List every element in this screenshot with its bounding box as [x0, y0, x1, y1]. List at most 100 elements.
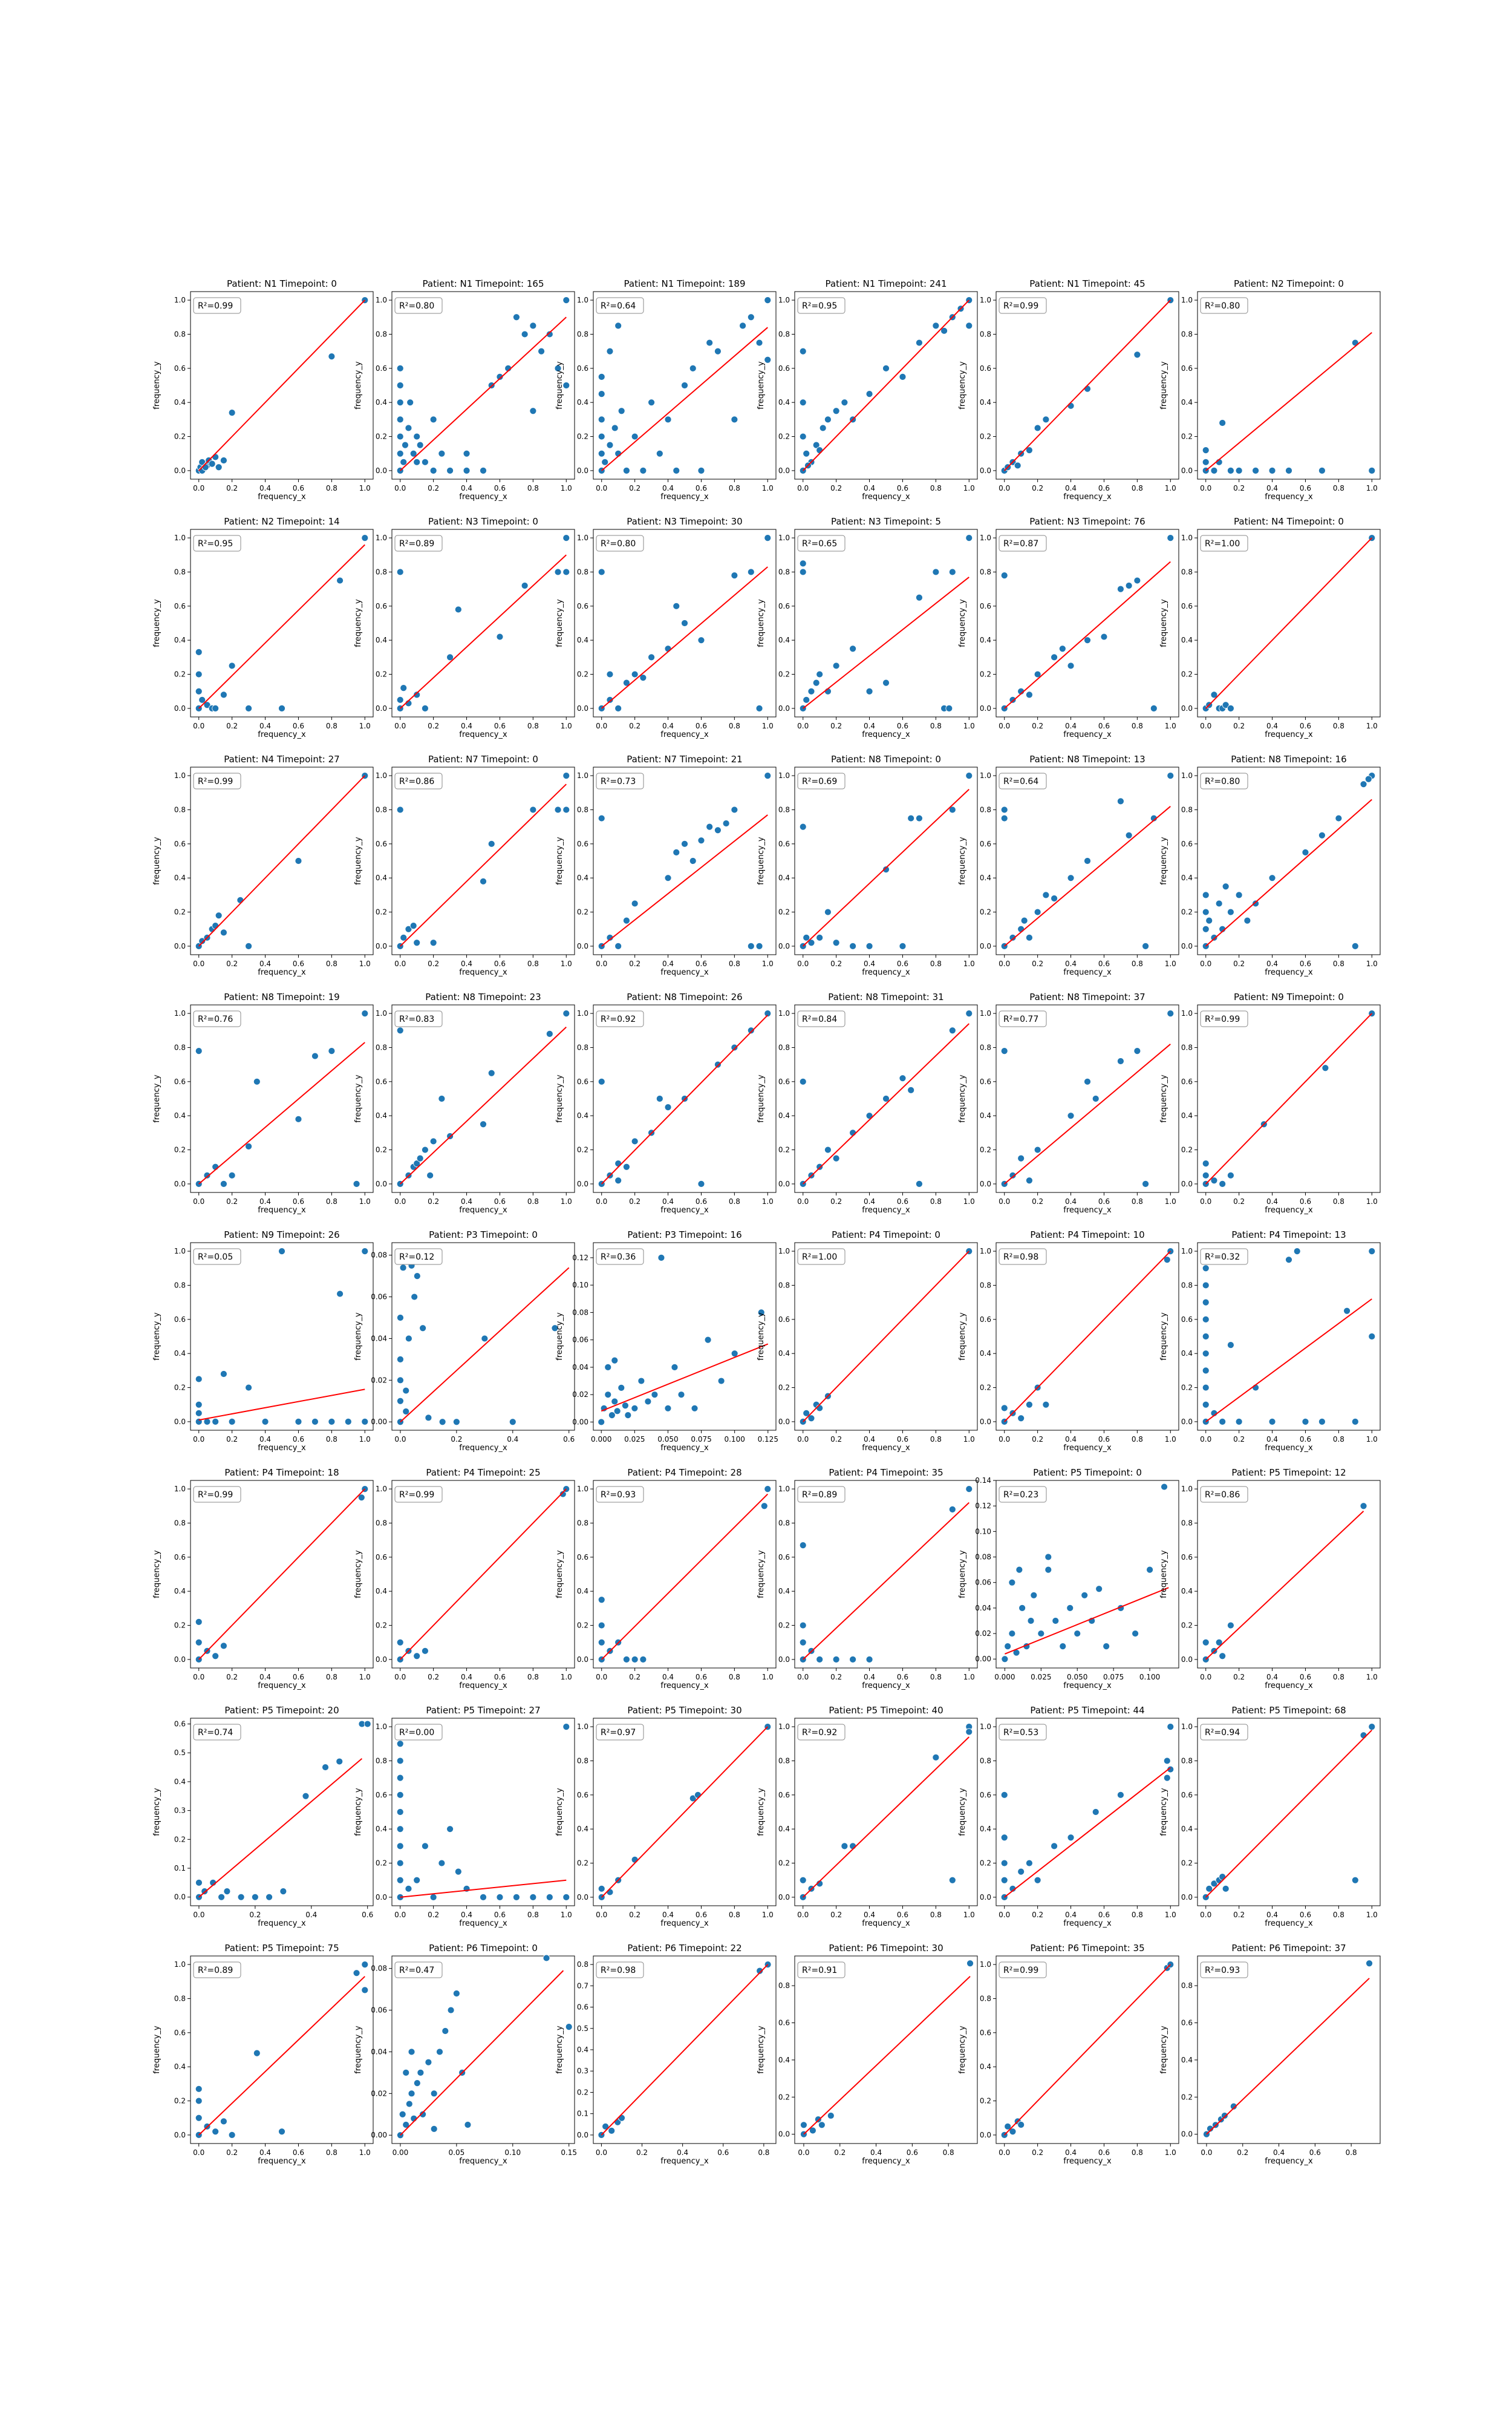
data-point	[215, 463, 223, 471]
r2-label: R²=0.94	[1205, 1728, 1240, 1738]
subplot-title: Patient: P5 Timepoint: 30	[627, 1705, 741, 1716]
x-tick-label: 1.0	[762, 1197, 774, 1206]
r2-box	[394, 1248, 443, 1265]
data-point	[1034, 1146, 1041, 1154]
data-point	[1004, 2122, 1012, 2130]
data-point	[413, 691, 421, 699]
x-tick-label: 0.8	[1333, 722, 1344, 730]
y-tick-label: 0.0	[376, 1655, 387, 1664]
x-axis-label: frequency_x	[258, 1919, 306, 1928]
y-tick-label: 0.4	[778, 636, 790, 644]
y-tick-label: 0.4	[376, 874, 387, 882]
y-tick-label: 1.0	[778, 296, 790, 304]
data-point	[236, 896, 244, 904]
x-axis-label: frequency_x	[459, 1681, 507, 1690]
x-tick-label: 0.2	[1032, 1197, 1043, 1206]
data-point	[618, 1384, 625, 1392]
y-tick-label: 0.0	[778, 704, 790, 713]
data-point	[731, 572, 738, 579]
data-point	[220, 1642, 227, 1650]
y-tick-label: 1.0	[1181, 1247, 1193, 1255]
y-axis-label: frequency_y	[1159, 1788, 1168, 1836]
y-tick-label: 0.6	[376, 840, 387, 848]
data-point	[429, 467, 437, 474]
x-tick-label: 0.0	[798, 2148, 809, 2157]
regression-line	[1205, 1510, 1364, 1660]
y-axis-label: frequency_y	[757, 361, 766, 410]
y-tick-label: 1.0	[1181, 771, 1193, 780]
subplot: Patient: P4 Timepoint: 100.0 0.2 0.4 0.6 0.8…	[958, 1229, 1179, 1453]
x-tick-label: 0.2	[1233, 484, 1245, 492]
data-point	[1000, 1791, 1008, 1799]
y-tick-label: 1.0	[174, 296, 186, 304]
x-tick-label: 0.6	[1300, 722, 1311, 730]
x-tick-label: 0.2	[629, 722, 640, 730]
x-tick-label: 0.2	[830, 1673, 842, 1681]
subplot: Patient: P4 Timepoint: 180.0 0.2 0.4 0.6 0.8…	[152, 1467, 374, 1690]
subplot-title: Patient: P5 Timepoint: 27	[426, 1705, 540, 1716]
data-point	[521, 582, 529, 589]
subplot-title: Patient: N4 Timepoint: 27	[224, 754, 339, 765]
axes-frame	[794, 1242, 978, 1431]
data-point	[631, 1656, 639, 1663]
y-tick-label: 0.10	[975, 1527, 991, 1535]
regression-line	[1004, 561, 1171, 709]
y-tick-label: 0.0	[1181, 1180, 1193, 1188]
data-point	[481, 1335, 489, 1342]
data-point	[882, 364, 890, 372]
data-point	[1210, 467, 1218, 474]
r2-box	[193, 1010, 241, 1027]
y-tick-label: 0.2	[376, 1859, 387, 1868]
x-axis-label: frequency_x	[459, 1444, 507, 1453]
data-point	[731, 416, 738, 424]
data-point	[1146, 1566, 1153, 1574]
data-point	[422, 1146, 429, 1154]
x-tick-label: 0.6	[494, 722, 506, 730]
y-tick-label: 1.0	[980, 1009, 991, 1018]
y-tick-label: 0.6	[1181, 1791, 1193, 1799]
x-tick-label: 0.6	[362, 1911, 373, 1919]
subplot-title: Patient: P5 Timepoint: 20	[224, 1705, 339, 1716]
data-point	[1084, 636, 1091, 644]
x-tick-label: 0.2	[1032, 960, 1043, 968]
data-point	[1243, 917, 1251, 924]
data-point	[1227, 1621, 1234, 1629]
data-point	[480, 467, 487, 474]
x-tick-label: 0.4	[259, 484, 271, 492]
data-point	[400, 934, 408, 941]
data-point	[611, 1398, 619, 1405]
r2-label: R²=0.99	[198, 301, 233, 311]
x-tick-label: 0.0	[797, 484, 809, 492]
r2-box	[596, 1248, 644, 1265]
x-tick-label: 0.4	[1266, 1197, 1278, 1206]
data-point	[438, 450, 446, 457]
data-point	[948, 1876, 956, 1884]
x-tick-label: 0.4	[864, 960, 875, 968]
x-tick-label: 0.6	[494, 1911, 506, 1919]
y-tick-label: 0.8	[376, 1756, 387, 1765]
subplot-title: Patient: P4 Timepoint: 25	[426, 1467, 540, 1478]
y-tick-label: 0.0	[174, 1418, 186, 1426]
data-point	[916, 339, 923, 347]
data-point	[689, 1794, 697, 1802]
data-point	[1227, 1171, 1234, 1179]
x-tick-label: 0.4	[1266, 960, 1278, 968]
y-tick-label: 0.6	[1181, 1315, 1193, 1324]
y-tick-label: 0.2	[577, 1859, 588, 1868]
y-tick-label: 0.6	[1181, 1078, 1193, 1086]
axes-frame	[996, 291, 1179, 480]
subplot: Patient: P6 Timepoint: 370.0 0.2 0.4 0.6 0.8…	[1159, 1943, 1381, 2166]
y-tick-label: 0.8	[980, 1043, 991, 1051]
subplot: Patient: P6 Timepoint: 220.0 0.2 0.4 0.6 0.8…	[555, 1943, 777, 2166]
x-tick-label: 0.6	[897, 1911, 908, 1919]
y-tick-label: 0.2	[376, 1146, 387, 1154]
data-point	[554, 568, 562, 576]
x-tick-label: 0.6	[696, 722, 707, 730]
data-point	[606, 347, 614, 355]
r2-box	[999, 1010, 1047, 1027]
y-tick-label: 1.0	[778, 1722, 790, 1731]
data-point	[223, 1888, 231, 1895]
r2-label: R²=0.84	[802, 1015, 837, 1024]
data-point	[1227, 1341, 1234, 1349]
data-point	[220, 1370, 227, 1378]
